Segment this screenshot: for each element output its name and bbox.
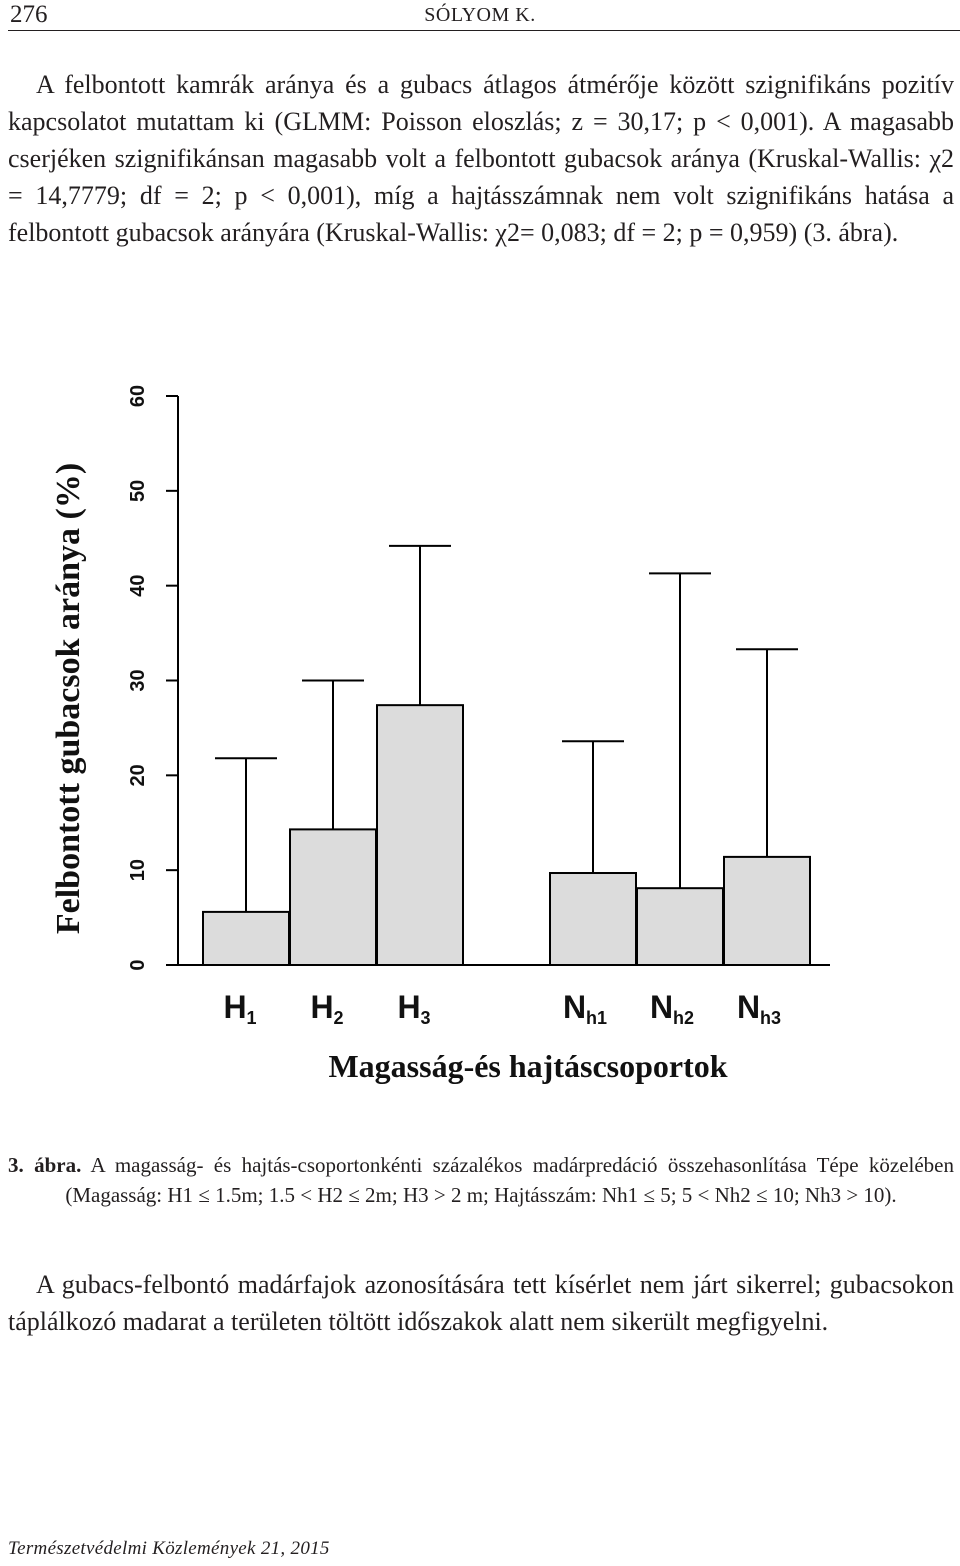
x-tick-label-main: H [223, 989, 246, 1025]
paragraph-results-text: A felbontott kamrák aránya és a gubacs á… [8, 70, 954, 247]
running-head: SÓLYOM K. [424, 4, 536, 26]
bar [636, 887, 724, 966]
y-tick-label: 50 [127, 480, 149, 502]
figure-caption: 3. ábra. A magasság- és hajtás-csoporton… [8, 1150, 954, 1210]
paragraph-discussion: A gubacs-felbontó madárfajok azonosításá… [8, 1266, 954, 1340]
paragraph-results: A felbontott kamrák aránya és a gubacs á… [8, 66, 954, 251]
x-tick-label-sub: h3 [760, 1008, 781, 1028]
x-tick-label: Nh3 [737, 989, 781, 1028]
x-tick-label-sub: 1 [247, 1008, 257, 1028]
x-tick-label: Nh1 [563, 989, 607, 1028]
page-header: 276 SÓLYOM K. [0, 0, 960, 31]
x-tick-label: Nh2 [650, 989, 694, 1028]
bar [376, 704, 464, 966]
x-tick-label-sub: h1 [586, 1008, 607, 1028]
chart-layer: 0 10 20 30 40 50 60 Felbontott gubacsok aránya … [50, 385, 830, 1084]
y-tick-label: 60 [127, 385, 149, 407]
y-tick-label: 10 [127, 859, 149, 881]
y-tick-label: 20 [127, 764, 149, 786]
caption-text: A magasság- és hajtás-csoportonkénti szá… [65, 1153, 955, 1207]
x-tick-label-sub: 3 [421, 1008, 431, 1028]
y-tick-label: 30 [127, 669, 149, 691]
journal-footer: Természetvédelmi Közlemények 21, 2015 [8, 1538, 330, 1559]
x-tick-label-main: H [397, 989, 420, 1025]
x-axis-title: Magasság-és hajtáscsoportok [328, 1048, 727, 1084]
bar [723, 855, 811, 967]
bar [549, 872, 637, 966]
x-tick-label-sub: 2 [334, 1008, 344, 1028]
bar [202, 910, 290, 966]
x-tick-label-main: H [310, 989, 333, 1025]
x-tick-label-main: N [650, 989, 673, 1025]
bar-chart: 0 10 20 30 40 50 60 Felbontott gubacsok aránya … [50, 385, 830, 1084]
x-tick-label: H2 [310, 989, 343, 1028]
header-rule [8, 30, 960, 31]
page-number: 276 [10, 1, 48, 28]
x-tick-label-main: N [737, 989, 760, 1025]
caption-label: 3. ábra. [8, 1153, 82, 1177]
y-tick-label: 40 [127, 575, 149, 597]
x-tick-label: H1 [223, 989, 256, 1028]
y-tick-label: 0 [127, 959, 149, 970]
bar [289, 828, 377, 966]
x-tick-label-sub: h2 [673, 1008, 694, 1028]
y-axis-title: Felbontott gubacsok aránya (%) [50, 463, 87, 934]
x-tick-label-main: N [563, 989, 586, 1025]
x-tick-label: H3 [397, 989, 430, 1028]
paragraph-discussion-text: A gubacs-felbontó madárfajok azonosításá… [8, 1270, 954, 1336]
